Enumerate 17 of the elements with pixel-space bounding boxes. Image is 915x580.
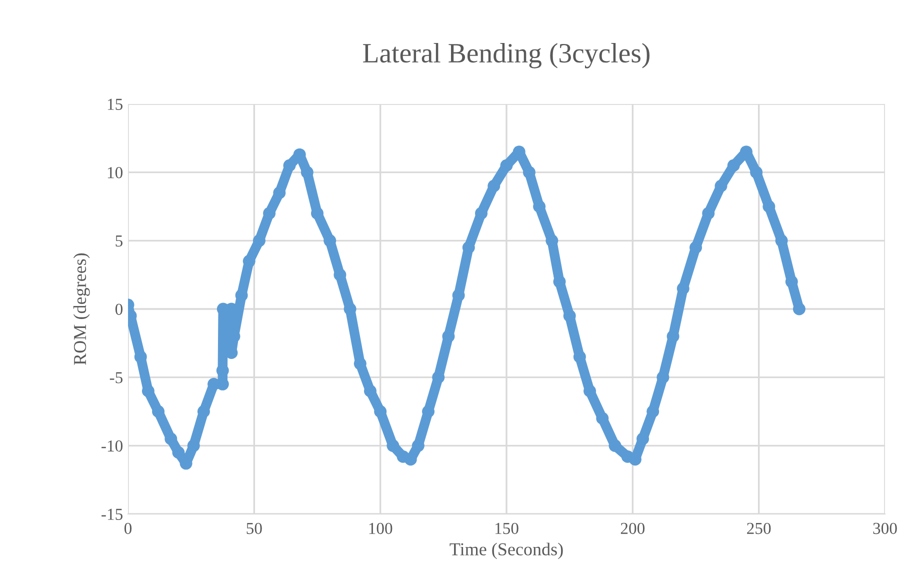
x-tick-label: 200 [620, 522, 645, 534]
x-tick-label: 250 [747, 522, 771, 534]
x-axis-title: Time (Seconds) [450, 542, 563, 560]
y-tick-label: -10 [102, 440, 123, 452]
x-tick-label: 300 [873, 522, 897, 534]
y-tick-label: -15 [102, 508, 122, 520]
y-tick-label: 5 [116, 236, 122, 247]
x-tick-label: 150 [495, 522, 518, 534]
y-tick-label: 0 [115, 304, 123, 315]
x-tick-label: 100 [369, 522, 392, 534]
y-tick-label: 15 [108, 98, 122, 110]
y-tick-label: -5 [110, 372, 122, 384]
x-tick-label: 50 [246, 522, 262, 534]
y-tick-label: 10 [108, 167, 123, 178]
chart-title: Lateral Bending (3cycles) [363, 43, 650, 68]
x-tick-label: 0 [124, 522, 132, 534]
y-axis-title: ROM (degrees) [73, 253, 90, 365]
